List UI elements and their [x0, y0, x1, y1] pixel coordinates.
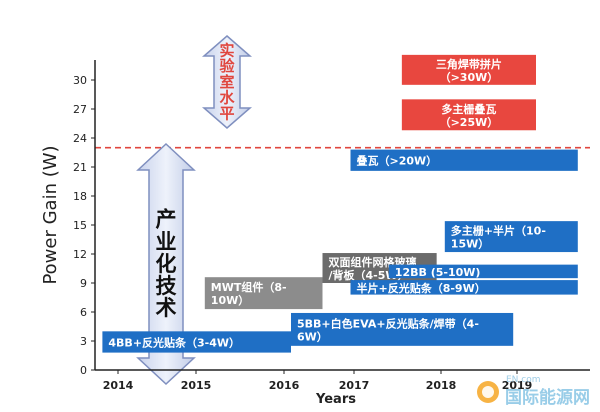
industrialization-arrow-shape — [136, 142, 196, 386]
y-tick-label: 21 — [73, 161, 87, 174]
bar-label: 三角焊带拼片 — [436, 57, 502, 71]
bar-label: MWT组件（8- — [211, 280, 287, 294]
bar-0: 4BB+反光贴条（3-4W） — [102, 331, 292, 353]
y-tick-label: 9 — [80, 277, 87, 290]
bar-label: 半片+反光贴条（8-9W） — [357, 281, 486, 295]
y-tick-label: 12 — [73, 248, 87, 261]
x-axis-title: Years — [315, 392, 356, 407]
bar-1: 5BB+白色EVA+反光贴条/焊带（4-6W） — [291, 312, 514, 346]
lab-level-arrow-char: 平 — [219, 104, 234, 122]
lab-level-arrow-char: 实 — [219, 41, 234, 59]
bar-rect — [350, 280, 578, 295]
bar-5: 半片+反光贴条（8-9W） — [350, 280, 578, 295]
bar-label: 多主栅+半片（10- — [451, 224, 546, 238]
bar-9: 三角焊带拼片（>30W） — [401, 54, 536, 85]
industrialization-arrow-char: 产 — [156, 208, 177, 232]
x-tick-label: 2019 — [502, 379, 533, 392]
bar-label: 6W） — [297, 330, 328, 343]
x-tick-label: 2017 — [339, 379, 370, 392]
bar-label: 4BB+反光贴条（3-4W） — [108, 335, 240, 349]
x-tick-label: 2016 — [269, 379, 300, 392]
bar-rect — [388, 264, 578, 279]
bar-label: 15W） — [451, 238, 489, 251]
bar-label: 多主栅叠瓦 — [441, 102, 496, 116]
bar-rect — [204, 277, 323, 310]
bar-label: 叠瓦（>20W） — [357, 154, 438, 168]
y-tick-label: 30 — [73, 74, 87, 87]
industrialization-arrow-char: 技 — [156, 274, 178, 298]
y-tick-label: 6 — [80, 306, 87, 319]
industrialization-arrow-char: 术 — [156, 296, 177, 320]
y-tick-label: 24 — [73, 132, 87, 145]
bar-label: /背板（4-5W） — [329, 268, 409, 282]
bar-label: 10W） — [211, 294, 249, 307]
bar-rect — [291, 312, 514, 346]
y-tick-label: 27 — [73, 103, 87, 116]
watermark-logo-inner — [482, 386, 494, 398]
watermark-url: EN.com — [506, 375, 541, 385]
bar-rect — [444, 221, 578, 253]
bar-label: 12BB (5-10W) — [395, 266, 481, 279]
x-tick-label: 2015 — [181, 379, 212, 392]
bar-rect — [401, 54, 536, 85]
bar-label: 5BB+白色EVA+反光贴条/焊带（4- — [297, 316, 479, 330]
bar-label: （>30W） — [440, 71, 499, 84]
y-tick-label: 0 — [80, 364, 87, 377]
bar-4: 12BB (5-10W) — [388, 264, 578, 279]
y-tick-label: 15 — [73, 219, 87, 232]
watermark-text: 国际能源网 — [505, 387, 590, 408]
watermark-layer: EN.com 国际能源网 — [477, 375, 590, 408]
bar-2: MWT组件（8-10W） — [204, 277, 323, 310]
lab-level-arrow-char: 验 — [219, 57, 235, 75]
bar-7: 叠瓦（>20W） — [350, 149, 578, 171]
watermark: EN.com 国际能源网 — [477, 375, 590, 408]
lab-level-arrow-char: 水 — [219, 89, 235, 107]
y-tick-label: 18 — [73, 190, 87, 203]
x-tick-label: 2014 — [103, 379, 134, 392]
y-axis-title: Power Gain (W) — [40, 145, 61, 284]
industrialization-arrow-char: 业 — [156, 230, 177, 254]
bar-rect — [102, 331, 292, 353]
x-tick-label: 2018 — [426, 379, 457, 392]
bar-layer: 4BB+反光贴条（3-4W）5BB+白色EVA+反光贴条/焊带（4-6W）MWT… — [102, 54, 578, 353]
lab-level-arrow-char: 室 — [219, 73, 234, 91]
bar-label: （>25W） — [440, 116, 499, 129]
bar-6: 多主栅+半片（10-15W） — [444, 221, 578, 253]
bar-8: 多主栅叠瓦（>25W） — [401, 99, 536, 131]
bar-rect — [401, 99, 536, 131]
industrialization-arrow-char: 化 — [156, 252, 177, 276]
bar-rect — [350, 149, 578, 171]
lab-level-arrow-shape — [201, 35, 253, 129]
axis-layer: 0 3 6 9 12 15 18 21 24 27 30 2014 2015 2016 2017 2018 20… — [40, 60, 590, 407]
y-tick-label: 3 — [80, 335, 87, 348]
